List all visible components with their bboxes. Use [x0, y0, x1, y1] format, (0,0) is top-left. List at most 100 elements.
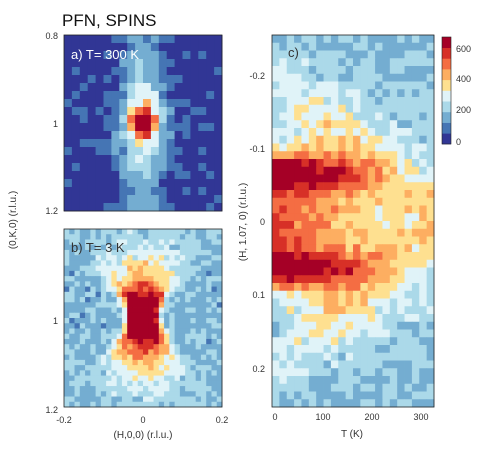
heatmap-c-cell — [411, 182, 420, 191]
heatmap-c-cell — [286, 298, 295, 307]
heatmap-b-cell — [190, 244, 197, 251]
heatmap-c-cell — [419, 166, 428, 175]
heatmap-b-cell — [206, 375, 212, 382]
heatmap-c-cell — [323, 283, 332, 292]
heatmap-c-cell — [375, 283, 383, 292]
heatmap-b-cell — [116, 323, 123, 329]
heatmap-b-cell — [121, 291, 128, 298]
heatmap-c-cell — [294, 383, 302, 392]
heatmap-a-cell — [135, 75, 144, 84]
heatmap-c-cell — [353, 252, 361, 261]
heatmap-b-cell — [169, 286, 175, 293]
heatmap-c-cell — [419, 190, 428, 199]
heatmap-b-cell — [206, 281, 212, 287]
heatmap-c-cell — [389, 352, 398, 361]
heatmap-c-cell — [272, 151, 280, 160]
heatmap-c-cell — [426, 306, 435, 315]
heatmap-c-cell — [279, 314, 288, 323]
heatmap-c-cell — [330, 221, 339, 230]
heatmap-b-cell — [164, 291, 170, 298]
heatmap-b-cell — [100, 239, 107, 246]
heatmap-c-cell — [419, 221, 428, 230]
heatmap-b-cell — [106, 255, 112, 261]
heatmap-c-cell — [375, 58, 383, 67]
heatmap-b-cell — [69, 349, 75, 356]
heatmap-c-cell — [353, 112, 361, 121]
heatmap-c-cell — [375, 73, 383, 82]
heatmap-c-cell — [360, 89, 369, 98]
heatmap-a-cell — [174, 35, 183, 44]
heatmap-a-cell — [95, 203, 104, 212]
heatmap-c-cell — [323, 50, 332, 59]
heatmap-c-cell — [286, 205, 295, 214]
heatmap-b-cell — [100, 396, 107, 403]
heatmap-c-cell — [338, 182, 347, 191]
heatmap-c-cell — [360, 166, 369, 175]
heatmap-b-cell — [153, 249, 160, 256]
heatmap-b-cell — [74, 375, 81, 382]
heatmap-b-cell — [85, 291, 91, 298]
heatmap-b-cell — [174, 318, 181, 324]
heatmap-a-cell — [119, 83, 128, 92]
heatmap-c-cell — [272, 275, 280, 284]
panel-c-ylabel: (H, 1.07, 0) (r.l.u.) — [238, 183, 249, 261]
heatmap-a-cell — [127, 163, 136, 172]
heatmap-b-cell — [121, 249, 128, 256]
heatmap-c-cell — [375, 298, 383, 307]
heatmap-c-cell — [426, 42, 435, 51]
heatmap-b-cell — [206, 354, 212, 361]
heatmap-b-cell — [143, 401, 149, 408]
heatmap-a-cell — [119, 51, 128, 60]
heatmap-a-cell — [190, 123, 199, 132]
heatmap-c-cell — [286, 50, 295, 59]
heatmap-c-cell — [345, 58, 354, 67]
heatmap-a-cell — [206, 91, 215, 100]
heatmap-c-cell — [272, 306, 280, 315]
heatmap-c-cell — [272, 345, 280, 354]
heatmap-b-cell — [111, 328, 118, 335]
heatmap-b-cell — [95, 323, 102, 329]
heatmap-c-cell — [397, 391, 405, 400]
heatmap-b-cell — [100, 338, 107, 345]
heatmap-b-cell — [143, 328, 149, 335]
heatmap-b-cell — [85, 338, 91, 345]
heatmap-c-cell — [397, 66, 405, 75]
heatmap-c-cell — [308, 120, 317, 129]
heatmap-c-cell — [294, 166, 302, 175]
heatmap-c-cell — [272, 42, 280, 51]
heatmap-b-cell — [148, 370, 154, 376]
heatmap-c-cell — [279, 345, 288, 354]
panel-c-label: c) — [288, 45, 299, 60]
heatmap-b-cell — [121, 297, 128, 303]
heatmap-c-cell — [286, 104, 295, 113]
heatmap-a-cell — [158, 123, 168, 132]
heatmap-a-cell — [135, 187, 144, 196]
heatmap-c-cell — [272, 321, 280, 330]
heatmap-c-cell — [382, 391, 391, 400]
heatmap-a-cell — [127, 187, 136, 196]
heatmap-b-cell — [74, 281, 81, 287]
heatmap-b-cell — [79, 365, 86, 371]
heatmap-c-cell — [294, 50, 302, 59]
heatmap-c-cell — [316, 89, 324, 98]
heatmap-c-cell — [272, 35, 280, 44]
heatmap-b-cell — [132, 265, 139, 272]
heatmap-b-cell — [216, 370, 223, 376]
heatmap-c-cell — [397, 352, 405, 361]
heatmap-b-cell — [100, 391, 107, 397]
heatmap-b-cell — [100, 255, 107, 261]
heatmap-c-cell — [353, 42, 361, 51]
heatmap-c-cell — [279, 228, 288, 237]
heatmap-b-cell — [200, 239, 207, 246]
heatmap-b-cell — [143, 307, 149, 314]
heatmap-b-cell — [90, 229, 96, 235]
heatmap-c-cell — [316, 275, 324, 284]
heatmap-a-cell — [95, 139, 104, 148]
heatmap-b-cell — [106, 318, 112, 324]
heatmap-b-cell — [195, 244, 202, 251]
heatmap-a-cell — [182, 115, 191, 124]
heatmap-c-cell — [389, 321, 398, 330]
heatmap-c-cell — [404, 306, 413, 315]
heatmap-b-cell — [216, 291, 223, 298]
heatmap-a-cell — [143, 203, 152, 212]
